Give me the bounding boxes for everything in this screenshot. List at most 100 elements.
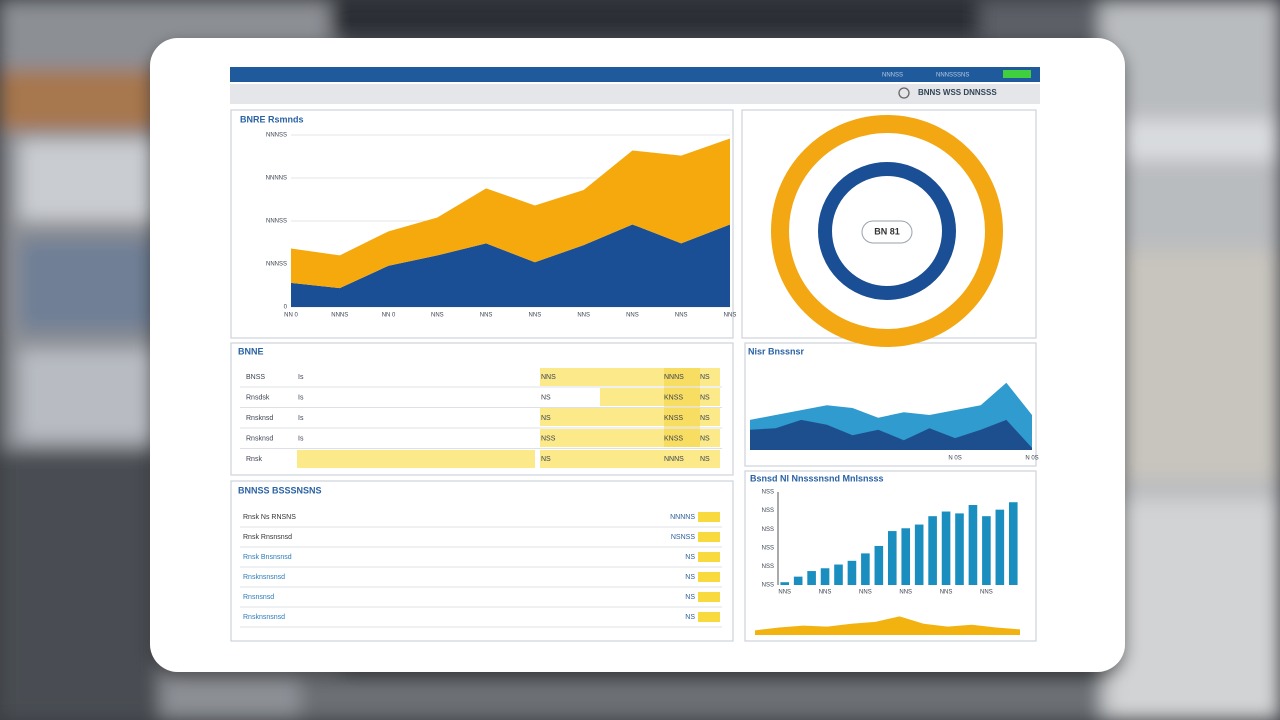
x-tick-label: NNS <box>980 590 993 596</box>
panel <box>230 480 734 642</box>
bar <box>901 528 911 585</box>
list-value: NNNNS <box>670 514 695 521</box>
table-cell: KNSS <box>664 394 683 401</box>
y-tick-label: NNNSS <box>266 262 287 268</box>
list-value: NS <box>685 574 695 581</box>
x-tick-label: NNS <box>626 313 639 319</box>
list-badge <box>698 552 720 562</box>
bar <box>807 571 816 585</box>
donut-badge <box>861 220 913 244</box>
x-tick-label: NNS <box>899 590 912 596</box>
table-cell: NNNS <box>664 374 684 381</box>
donut-label: BN 81 <box>874 226 900 236</box>
y-tick-label: NSS <box>762 508 774 514</box>
x-tick-label: NNS <box>431 313 444 319</box>
x-tick-label: NNS <box>529 313 542 319</box>
table-cell: NS <box>541 415 551 422</box>
list-value: NS <box>685 614 695 621</box>
chart-title: Bsnsd Nl Nnsssnsnd Mnlsnsss <box>750 473 884 483</box>
x-tick-label: NNS <box>724 313 737 319</box>
toolbar-text: BNNS WSS DNNSSS <box>918 88 997 97</box>
bar <box>834 564 843 585</box>
list-label: Rnsnsnsd <box>243 594 274 601</box>
bar <box>995 509 1005 585</box>
y-tick-label: NNNSS <box>266 133 287 139</box>
x-tick-label: NN 0 <box>382 313 396 319</box>
table-cell: Rnsknsd <box>246 435 273 442</box>
x-tick-label: NN 0 <box>284 313 298 319</box>
y-tick-label: NSS <box>762 545 774 551</box>
table-cell: Rnsknsd <box>246 415 273 422</box>
table-cell: NS <box>700 394 710 401</box>
table-cell: KNSS <box>664 435 683 442</box>
list-badge <box>698 592 720 602</box>
area-series <box>750 419 1032 450</box>
bar <box>928 516 937 585</box>
x-tick-label: NNS <box>819 590 832 596</box>
search-icon[interactable] <box>898 87 910 99</box>
y-tick-label: NSS <box>762 564 774 570</box>
table-cell: Is <box>298 435 304 442</box>
list-badge <box>698 512 720 522</box>
list-label: Rnsknsnsnsd <box>243 614 285 621</box>
list-title: BNNSS BSSSNSNS <box>238 485 322 495</box>
toolbar <box>230 84 1040 104</box>
table-cell: NS <box>700 415 710 422</box>
table-cell: NNNS <box>664 456 684 463</box>
bar <box>861 553 870 585</box>
header-link[interactable]: NNNSS <box>882 73 903 79</box>
table-cell: Rnsk <box>246 456 262 463</box>
table-cell: Rnsdsk <box>246 394 270 401</box>
table-cell: Is <box>298 415 304 422</box>
table-cell: NS <box>541 394 551 401</box>
table-cell: NSS <box>541 435 556 442</box>
table-title: BNNE <box>238 346 264 356</box>
list-label: Rnsk Ns RNSNS <box>243 514 296 521</box>
table-cell: NS <box>700 374 710 381</box>
bar <box>847 560 857 585</box>
x-tick-label: NNNS <box>331 313 348 319</box>
y-tick-label: 0 <box>284 305 288 311</box>
table-cell: NS <box>700 456 710 463</box>
table-cell: NS <box>541 456 551 463</box>
area-series <box>291 224 730 307</box>
x-tick-label: NNS <box>480 313 493 319</box>
bar <box>780 582 790 585</box>
bar <box>820 568 830 585</box>
area-series <box>755 616 1020 635</box>
bar <box>968 505 978 585</box>
y-tick-label: NNNSS <box>266 219 287 225</box>
list-value: NS <box>685 594 695 601</box>
bar <box>1008 502 1018 585</box>
bar <box>982 516 991 585</box>
list-value: NSNSS <box>671 534 695 541</box>
area-series <box>291 138 730 289</box>
x-tick-label: NNS <box>859 590 872 596</box>
status-indicator <box>1003 70 1031 78</box>
list-value: NS <box>685 554 695 561</box>
table-cell: NNS <box>541 374 556 381</box>
list-label: Rnsknsnsnsd <box>243 574 285 581</box>
bar <box>874 545 884 585</box>
chart-title: BNRE Rsmnds <box>240 114 304 124</box>
table-cell: KNSS <box>664 415 683 422</box>
y-tick-label: NNNNS <box>266 176 287 182</box>
y-tick-label: NSS <box>762 527 774 533</box>
bar <box>955 513 964 585</box>
bar <box>914 524 924 585</box>
list-badge <box>698 612 720 622</box>
x-tick-label: NNS <box>778 590 791 596</box>
list-label: Rnsk Rnsnsnsd <box>243 534 292 541</box>
header-link[interactable]: NNNSSSNS <box>936 73 969 79</box>
top-bar <box>230 67 1040 82</box>
x-tick-label: N 0S <box>1025 456 1038 462</box>
table-cell: BNSS <box>246 374 265 381</box>
table-cell: Is <box>298 374 304 381</box>
x-tick-label: NNS <box>675 313 688 319</box>
bar <box>887 531 897 585</box>
list-badge <box>698 572 720 582</box>
bar <box>793 576 803 585</box>
donut-inner-ring <box>818 162 956 300</box>
x-tick-label: NNS <box>940 590 953 596</box>
